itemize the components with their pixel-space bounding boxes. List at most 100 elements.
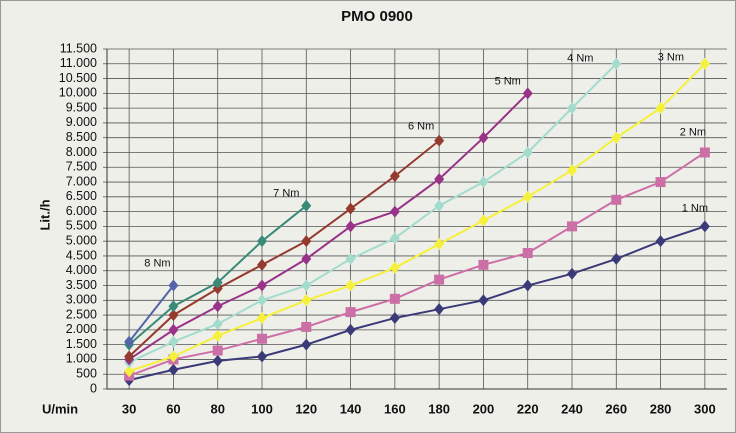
x-tick-label: 280 [650, 401, 672, 416]
marker [478, 131, 489, 144]
series-line [128, 225, 706, 382]
marker [655, 177, 666, 188]
series-line [128, 139, 440, 358]
marker [434, 303, 445, 316]
marker [301, 199, 312, 212]
marker [168, 323, 179, 336]
y-tick-label: 5.500 [66, 219, 97, 233]
marker [257, 235, 267, 248]
marker [434, 134, 445, 147]
marker [478, 176, 489, 189]
series-label: 4 Nm [567, 53, 593, 65]
series-line [128, 92, 529, 361]
y-tick-label: 4.000 [66, 263, 97, 277]
y-tick-label: 500 [76, 367, 97, 381]
marker [345, 202, 356, 215]
series-label: 1 Nm [682, 202, 708, 214]
marker [567, 164, 577, 177]
marker [478, 259, 489, 270]
marker [611, 252, 622, 265]
chart-title: PMO 0900 [341, 8, 413, 25]
y-tick-label: 11.000 [60, 56, 97, 70]
marker [434, 199, 445, 212]
marker [301, 279, 312, 292]
marker [611, 131, 622, 144]
marker [611, 194, 622, 205]
x-tick-label: 80 [210, 401, 224, 416]
marker [301, 252, 312, 265]
marker [389, 205, 400, 218]
marker [345, 307, 356, 318]
series-label: 5 Nm [495, 75, 521, 87]
series-label: 2 Nm [680, 126, 706, 138]
marker [434, 173, 445, 186]
marker [699, 220, 710, 233]
marker [301, 235, 312, 248]
marker [699, 57, 710, 70]
marker [257, 333, 267, 344]
marker [212, 354, 223, 367]
marker [389, 170, 400, 183]
y-tick-label: 2.500 [66, 307, 97, 321]
y-tick-label: 11.500 [60, 41, 97, 55]
y-tick-label: 9.500 [66, 100, 97, 114]
y-tick-label: 5.000 [66, 233, 97, 247]
y-tick-label: 6.000 [66, 204, 97, 218]
marker [522, 279, 533, 292]
x-tick-label: 240 [561, 401, 583, 416]
y-tick-label: 6.500 [66, 189, 97, 203]
marker [257, 312, 267, 325]
marker [611, 57, 622, 70]
series-line [128, 284, 175, 343]
marker [522, 190, 533, 203]
y-tick-label: 7.000 [66, 174, 97, 188]
x-tick-label: 300 [694, 401, 716, 416]
y-tick-label: 10.000 [59, 86, 97, 100]
marker [567, 102, 577, 115]
y-tick-label: 4.500 [66, 248, 97, 262]
y-tick-label: 0 [90, 381, 97, 395]
marker [522, 248, 533, 258]
x-tick-label: 120 [295, 401, 317, 416]
marker [389, 312, 400, 325]
series-label: 6 Nm [408, 121, 434, 133]
marker [168, 300, 179, 313]
marker [124, 365, 135, 378]
marker [257, 350, 267, 363]
y-tick-label: 3.000 [66, 293, 97, 307]
marker [478, 294, 489, 307]
x-tick-label: 100 [251, 401, 273, 416]
y-tick-label: 8.000 [66, 145, 97, 159]
marker [389, 293, 400, 304]
marker [522, 87, 533, 100]
series-label: 3 Nm [658, 52, 684, 64]
marker [699, 147, 710, 158]
marker [655, 235, 666, 248]
y-tick-label: 2.000 [66, 322, 97, 336]
marker [655, 102, 666, 115]
y-tick-label: 8.500 [66, 130, 97, 144]
marker [168, 279, 179, 292]
marker [212, 329, 223, 342]
y-tick-label: 3.500 [66, 278, 97, 292]
marker [434, 274, 445, 285]
series-label: 7 Nm [273, 188, 299, 200]
x-tick-label: 260 [605, 401, 627, 416]
x-tick-label: 140 [340, 401, 362, 416]
marker [124, 350, 135, 363]
marker [345, 220, 356, 233]
marker [168, 335, 179, 348]
marker [522, 146, 533, 159]
y-tick-label: 9.000 [66, 115, 97, 129]
marker [567, 267, 577, 280]
y-tick-label: 1.000 [66, 352, 97, 366]
y-axis-label: Lit./h [37, 199, 52, 230]
y-tick-label: 10.500 [59, 71, 97, 85]
marker [212, 345, 223, 356]
marker [212, 300, 223, 313]
marker [301, 294, 312, 307]
x-axis-label: U/min [42, 401, 78, 416]
marker [301, 321, 312, 332]
marker [345, 252, 356, 265]
